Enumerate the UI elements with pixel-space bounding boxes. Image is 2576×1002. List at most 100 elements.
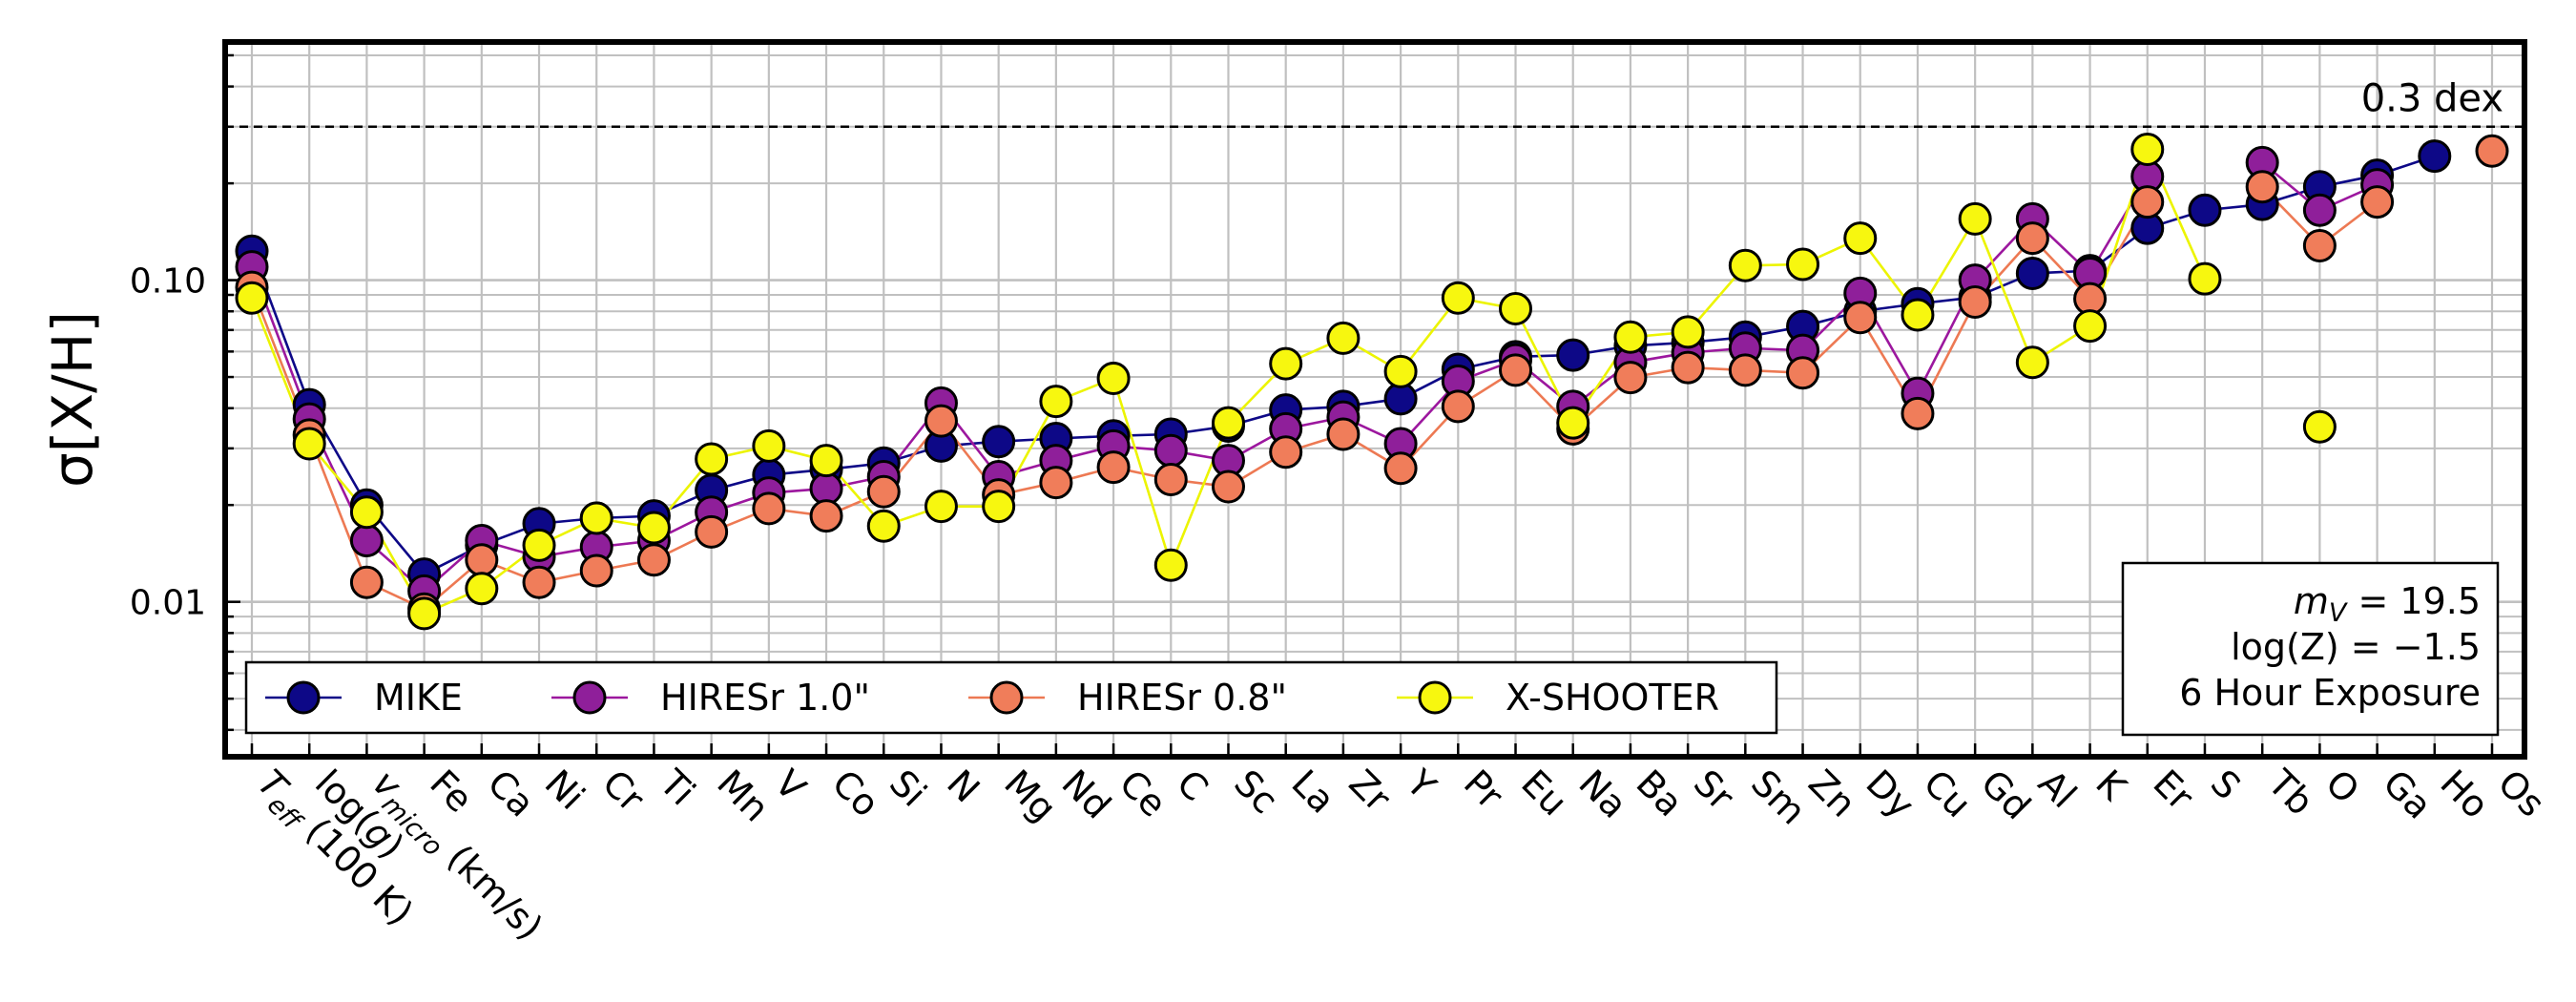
data-point (2015, 345, 2049, 380)
legend-marker (286, 680, 321, 715)
data-point (2302, 193, 2337, 227)
annotation-line: log(Z) = −1.5 (2231, 626, 2481, 668)
data-point (2475, 134, 2509, 168)
data-point (982, 490, 1016, 524)
data-point (2188, 261, 2222, 296)
x-tick-label: Os (2490, 762, 2553, 825)
data-point (1326, 417, 1361, 451)
x-tick-label: Cr (594, 762, 653, 820)
data-point (2188, 193, 2222, 227)
data-point (349, 524, 384, 558)
data-point (636, 543, 671, 577)
data-point (2245, 170, 2279, 204)
data-point (1153, 463, 1188, 497)
data-point (1269, 346, 1303, 381)
legend-marker (989, 680, 1024, 715)
x-tick-label: Al (2030, 762, 2085, 816)
x-tick-label: Nd (1054, 762, 1119, 826)
x-tick-label: Sc (1226, 762, 1286, 822)
data-point (579, 501, 613, 535)
legend-marker (572, 680, 607, 715)
data-point (2130, 185, 2165, 219)
data-point (292, 427, 326, 461)
data-point (809, 444, 843, 478)
data-point (349, 495, 384, 530)
data-point (1269, 435, 1303, 470)
data-point (1499, 353, 1533, 387)
y-axis-label: σ[X/H] (40, 311, 105, 488)
x-tick-label: Na (1570, 762, 1635, 826)
data-point (2418, 139, 2452, 174)
data-point (1326, 321, 1361, 355)
legend-label: HIRESr 1.0" (660, 677, 870, 719)
data-point (349, 565, 384, 599)
x-tick-label: Ba (1629, 762, 1692, 825)
x-tick-label: Sm (1743, 762, 1814, 832)
data-point (924, 490, 958, 524)
y-tick-label: 0.10 (130, 262, 206, 302)
x-tick-label: Dy (1858, 762, 1922, 826)
data-point (1153, 548, 1188, 582)
x-tick-label: Tb (2259, 762, 2321, 824)
data-point (1039, 385, 1073, 419)
x-tick-label: Sr (1686, 762, 1742, 818)
x-tick-label: Gd (1973, 762, 2039, 827)
x-tick-label: Ti (651, 762, 703, 814)
legend-marker (1418, 680, 1452, 715)
legend-label: MIKE (374, 677, 463, 719)
data-point (465, 572, 499, 606)
x-tick-label: Cu (1916, 762, 1980, 825)
plot-frame (222, 39, 2527, 760)
data-point (1499, 292, 1533, 326)
data-point (1211, 406, 1245, 440)
series-line (250, 176, 2149, 594)
x-tick-label: Fe (422, 762, 481, 821)
data-point (1786, 356, 1820, 390)
series-line (250, 200, 2149, 611)
data-point (2360, 185, 2395, 219)
data-point (866, 474, 901, 509)
x-tick-label: Co (824, 762, 887, 825)
data-point (1383, 354, 1418, 388)
data-point (2302, 228, 2337, 262)
annotation-box (2121, 561, 2500, 737)
data-point (1728, 353, 1762, 387)
data-point (522, 528, 556, 562)
data-point (1153, 433, 1188, 468)
data-point (1843, 221, 1878, 256)
x-tick-label: Ho (2432, 762, 2497, 826)
x-tick-label: Zr (1341, 762, 1400, 820)
x-tick-label: S (2203, 762, 2249, 807)
x-tick-label: La (1283, 762, 1343, 822)
data-point (636, 511, 671, 545)
data-point (1901, 396, 1935, 430)
data-point (2302, 409, 2337, 444)
data-point (1383, 451, 1418, 486)
x-tick-label: Ca (479, 762, 542, 825)
data-point (235, 281, 269, 315)
data-point (1613, 320, 1648, 354)
data-point (407, 596, 442, 631)
data-point (1039, 466, 1073, 500)
data-point (695, 514, 729, 549)
data-point (752, 428, 786, 463)
legend: MIKE HIRESr 1.0" HIRESr 0.8" X-SHOOTER (244, 660, 1778, 735)
data-point (1901, 298, 1935, 332)
annotation-line: 6 Hour Exposure (2179, 672, 2481, 714)
data-point (809, 499, 843, 533)
data-point (1671, 315, 1705, 349)
x-tick-label: Ga (2375, 762, 2440, 826)
x-tick-label: C (1169, 762, 1216, 809)
data-point (1958, 285, 1992, 320)
data-point (1211, 470, 1245, 504)
data-point (2130, 133, 2165, 167)
legend-label: HIRESr 0.8" (1077, 677, 1287, 719)
data-point (2073, 309, 2108, 344)
x-tick-label: O (2317, 762, 2367, 811)
x-tick-label: Mg (996, 762, 1064, 829)
grid-group (225, 42, 2524, 757)
x-tick-label: Ce (1111, 762, 1174, 825)
x-tick-label: K (2088, 762, 2134, 808)
data-point (1958, 201, 1992, 236)
